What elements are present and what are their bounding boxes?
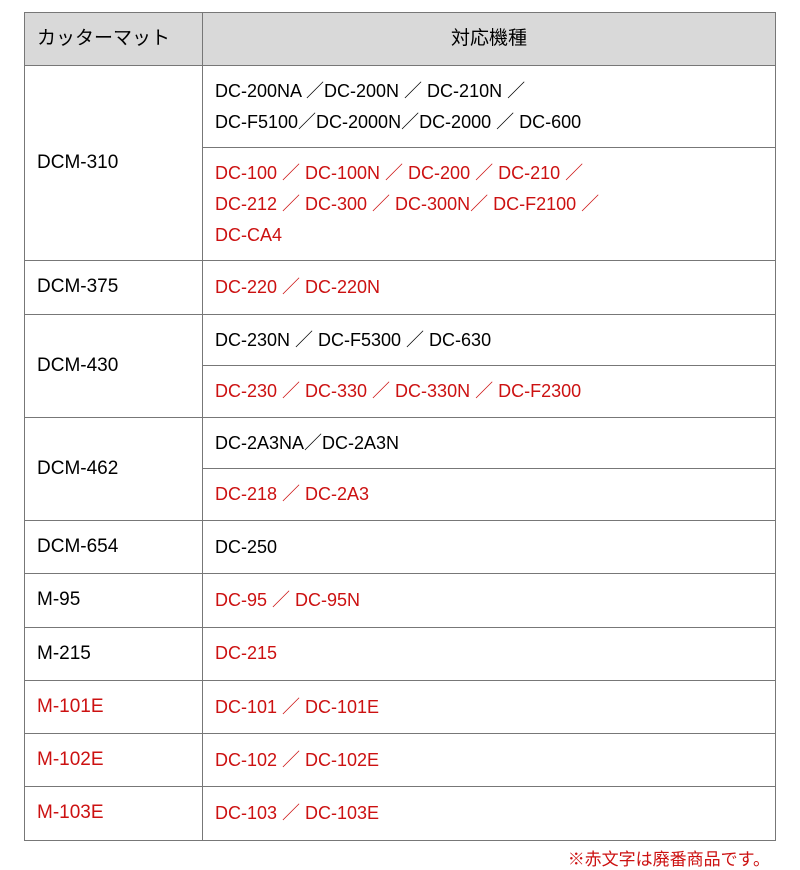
table-row: M-103EDC-103 ／ DC-103E (25, 787, 776, 840)
table-row: M-95DC-95 ／ DC-95N (25, 574, 776, 627)
models-cell: DC-230N ／ DC-F5300 ／ DC-630 (203, 314, 776, 366)
mat-cell: DCM-430 (25, 314, 203, 417)
models-cell: DC-230 ／ DC-330 ／ DC-330N ／ DC-F2300 (203, 366, 776, 418)
mat-cell: DCM-310 (25, 66, 203, 261)
models-cell: DC-2A3NA／DC-2A3N (203, 417, 776, 469)
models-cell: DC-250 (203, 520, 776, 573)
footnote: ※赤文字は廃番商品です。 (24, 845, 770, 870)
table-row: M-215DC-215 (25, 627, 776, 680)
mat-cell: DCM-462 (25, 417, 203, 520)
models-cell: DC-218 ／ DC-2A3 (203, 469, 776, 521)
table-container: カッターマット 対応機種 DCM-310DC-200NA ／DC-200N ／ … (0, 0, 800, 870)
table-body: DCM-310DC-200NA ／DC-200N ／ DC-210N ／DC-F… (25, 66, 776, 840)
header-mat: カッターマット (25, 13, 203, 66)
header-row: カッターマット 対応機種 (25, 13, 776, 66)
table-row: M-101EDC-101 ／ DC-101E (25, 680, 776, 733)
table-row: DCM-430DC-230N ／ DC-F5300 ／ DC-630 (25, 314, 776, 366)
mat-cell: M-215 (25, 627, 203, 680)
models-cell: DC-200NA ／DC-200N ／ DC-210N ／DC-F5100／DC… (203, 66, 776, 148)
mat-cell: DCM-654 (25, 520, 203, 573)
mat-cell: M-95 (25, 574, 203, 627)
table-row: DCM-654DC-250 (25, 520, 776, 573)
compatibility-table: カッターマット 対応機種 DCM-310DC-200NA ／DC-200N ／ … (24, 12, 776, 841)
table-row: M-102EDC-102 ／ DC-102E (25, 734, 776, 787)
table-row: DCM-310DC-200NA ／DC-200N ／ DC-210N ／DC-F… (25, 66, 776, 148)
table-row: DCM-462DC-2A3NA／DC-2A3N (25, 417, 776, 469)
models-cell: DC-102 ／ DC-102E (203, 734, 776, 787)
models-cell: DC-215 (203, 627, 776, 680)
table-row: DCM-375DC-220 ／ DC-220N (25, 261, 776, 314)
models-cell: DC-100 ／ DC-100N ／ DC-200 ／ DC-210 ／DC-2… (203, 148, 776, 261)
models-cell: DC-95 ／ DC-95N (203, 574, 776, 627)
models-cell: DC-220 ／ DC-220N (203, 261, 776, 314)
mat-cell: M-101E (25, 680, 203, 733)
mat-cell: M-103E (25, 787, 203, 840)
models-cell: DC-101 ／ DC-101E (203, 680, 776, 733)
header-models: 対応機種 (203, 13, 776, 66)
mat-cell: DCM-375 (25, 261, 203, 314)
mat-cell: M-102E (25, 734, 203, 787)
models-cell: DC-103 ／ DC-103E (203, 787, 776, 840)
